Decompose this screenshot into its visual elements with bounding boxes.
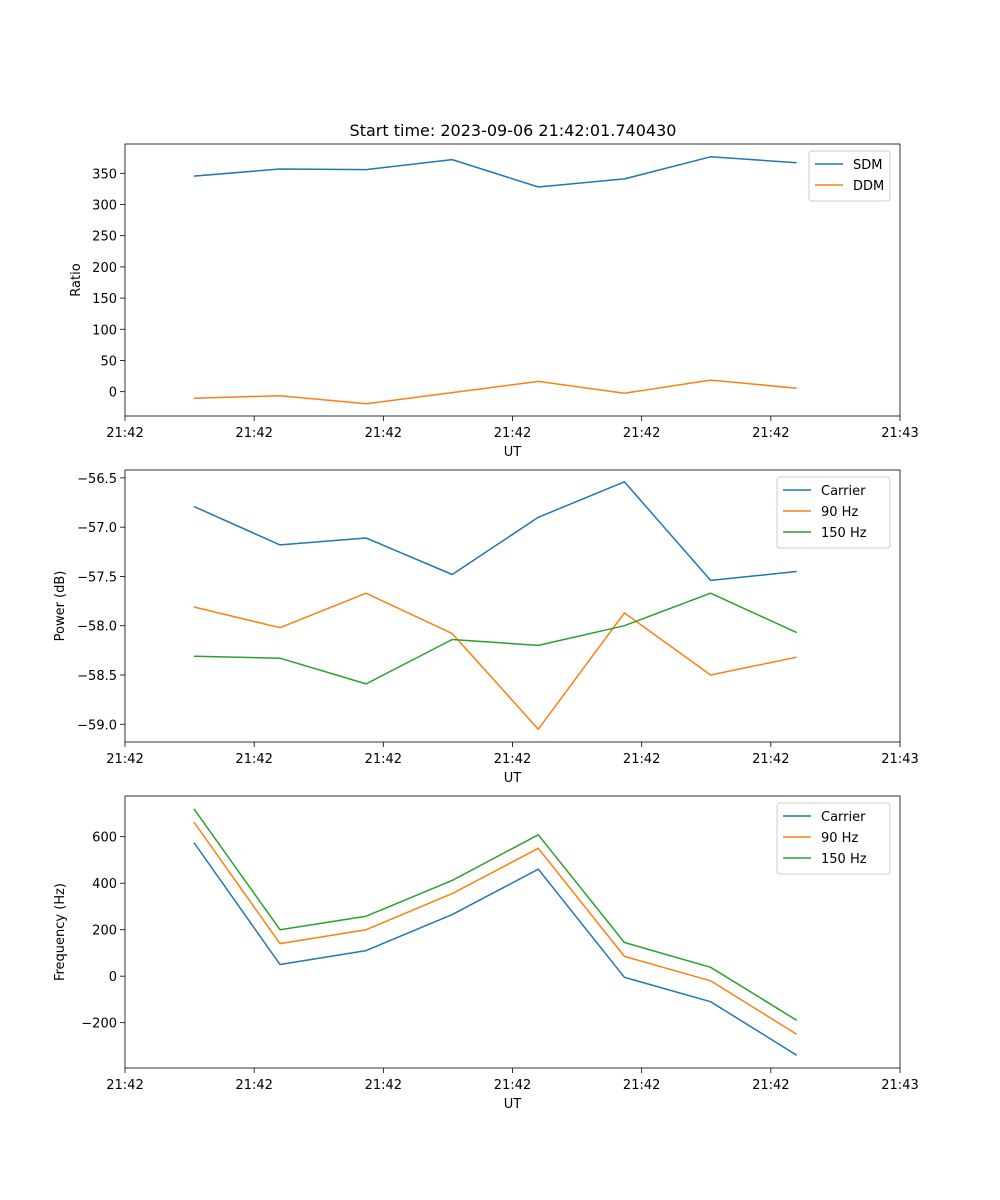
x-tick-label: 21:42 [494,1078,531,1093]
x-tick-label: 21:42 [752,1078,789,1093]
x-tick-label: 21:42 [106,752,143,767]
y-tick-label: −200 [81,1017,117,1032]
y-tick-label: −58.5 [77,669,117,684]
y-tick-label: −58.0 [77,620,117,635]
series-line-ddm [193,379,797,405]
series-line-carrier [193,481,797,582]
legend: Carrier 90 Hz 150 Hz [776,802,891,875]
x-tick-label: 21:42 [623,752,660,767]
y-axis-label: Power (dB) [53,571,68,642]
legend-frame [776,476,891,549]
y-tick-label: 50 [100,354,117,369]
y-tick-label: 350 [92,167,117,182]
y-tick-label: 0 [109,386,117,401]
y-tick-label: 0 [109,970,117,985]
y-tick-label: 150 [92,292,117,307]
x-tick-label: 21:42 [106,1078,143,1093]
y-tick-label: −57.0 [77,521,117,536]
axes-frame [124,795,901,1069]
x-tick-label: 21:42 [365,1078,402,1093]
legend-frame [776,802,891,875]
legend-label: 150 Hz [821,852,867,867]
series-line-90-hz [193,821,798,1035]
x-tick-label: 21:42 [235,752,272,767]
legend-label: 150 Hz [821,526,867,541]
chart-title: Start time: 2023-09-06 21:42:01.740430 [350,121,677,140]
series-line-150-hz [193,808,798,1021]
series-line-150-hz [193,592,798,685]
axes-frame [124,143,901,417]
legend-label: DDM [853,179,884,194]
x-tick-label: 21:43 [881,1078,918,1093]
legend-label: Carrier [821,484,866,499]
axes-panel-3: −200 0 200 400 600 21:42 21:42 21:42 21:42 21:42 2… [53,795,919,1112]
x-tick-label: 21:42 [365,426,402,441]
axes-frame [124,469,901,743]
x-tick-label: 21:42 [752,752,789,767]
x-axis-label: UT [504,771,522,786]
y-axis-label: Frequency (Hz) [53,883,68,981]
legend-label: Carrier [821,810,866,825]
x-tick-label: 21:42 [235,426,272,441]
y-tick-label: 200 [92,924,117,939]
y-tick-label: −57.5 [77,570,117,585]
x-tick-label: 21:42 [494,426,531,441]
x-axis-label: UT [504,445,522,460]
series-line-carrier [193,842,798,1056]
series-line-sdm [193,156,797,188]
x-tick-label: 21:42 [623,426,660,441]
x-tick-label: 21:42 [365,752,402,767]
x-tick-label: 21:42 [494,752,531,767]
y-tick-label: 300 [92,199,117,214]
x-tick-label: 21:42 [106,426,143,441]
y-tick-label: 200 [92,261,117,276]
y-axis-label: Ratio [69,263,84,296]
x-axis-label: UT [504,1097,522,1112]
y-tick-label: −56.5 [77,472,117,487]
axes-panel-2: −59.0 −58.5 −58.0 −57.5 −57.0 −56.5 21:42 21:42… [53,469,919,786]
y-tick-label: 250 [92,230,117,245]
legend-label: SDM [853,158,882,173]
legend: SDM DDM [808,150,891,202]
x-tick-label: 21:42 [235,1078,272,1093]
y-tick-label: 100 [92,323,117,338]
legend: Carrier 90 Hz 150 Hz [776,476,891,549]
axes-panel-1: 0 50 100 150 200 250 300 350 21:42 21:42 21:42 21:4… [69,143,919,460]
x-tick-label: 21:42 [623,1078,660,1093]
legend-label: 90 Hz [821,831,858,846]
x-tick-label: 21:43 [881,752,918,767]
y-tick-label: 600 [92,831,117,846]
series-line-90-hz [193,592,797,730]
legend-label: 90 Hz [821,505,858,520]
x-tick-label: 21:42 [752,426,789,441]
y-tick-label: −59.0 [77,718,117,733]
x-tick-label: 21:43 [881,426,918,441]
y-tick-label: 400 [92,877,117,892]
